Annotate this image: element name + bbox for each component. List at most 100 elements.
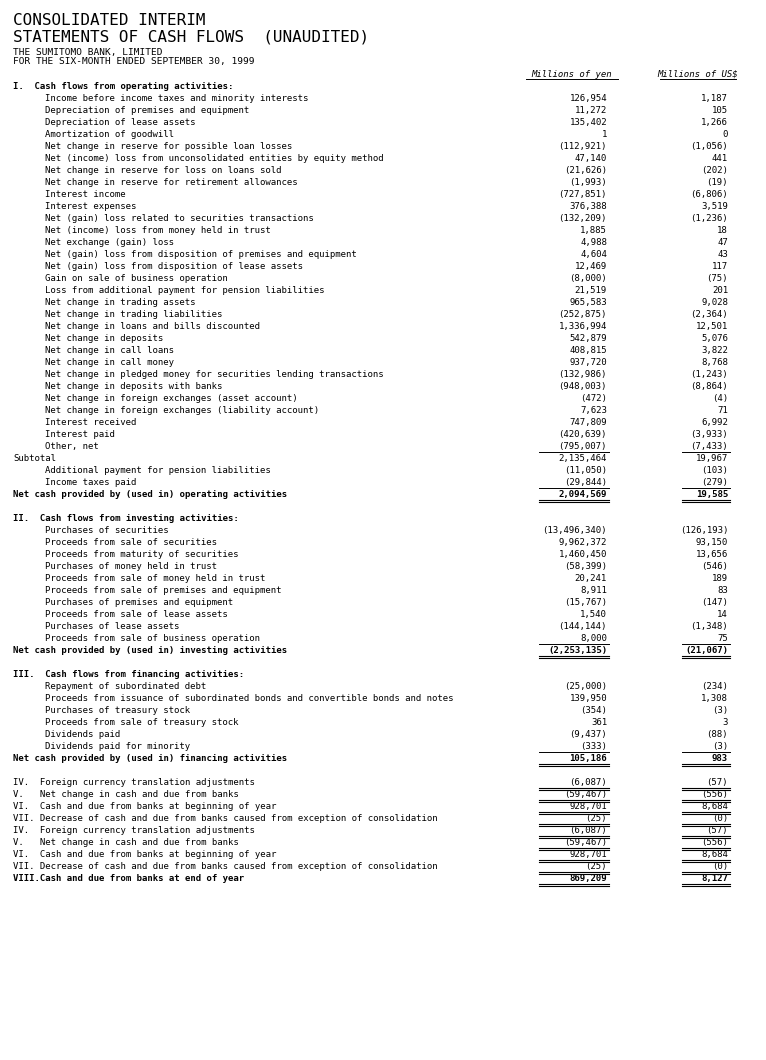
Text: Net change in call money: Net change in call money: [45, 358, 174, 367]
Text: (6,087): (6,087): [569, 778, 607, 787]
Text: 0: 0: [722, 130, 728, 139]
Text: Proceeds from sale of treasury stock: Proceeds from sale of treasury stock: [45, 718, 238, 727]
Text: 1,308: 1,308: [701, 694, 728, 703]
Text: (25): (25): [585, 862, 607, 871]
Text: (147): (147): [701, 598, 728, 607]
Text: (6,806): (6,806): [690, 190, 728, 199]
Text: (2,253,135): (2,253,135): [548, 646, 607, 655]
Text: (112,921): (112,921): [558, 142, 607, 151]
Text: (57): (57): [706, 778, 728, 787]
Text: 8,768: 8,768: [701, 358, 728, 367]
Text: Millions of yen: Millions of yen: [532, 70, 612, 80]
Text: (132,209): (132,209): [558, 214, 607, 223]
Text: Other, net: Other, net: [45, 442, 99, 450]
Text: (59,467): (59,467): [564, 838, 607, 847]
Text: VII. Decrease of cash and due from banks caused from exception of consolidation: VII. Decrease of cash and due from banks…: [13, 814, 437, 823]
Text: (75): (75): [706, 273, 728, 283]
Text: 9,962,372: 9,962,372: [558, 538, 607, 547]
Text: 105: 105: [712, 106, 728, 114]
Text: Subtotal: Subtotal: [13, 454, 56, 463]
Text: IV.  Foreign currency translation adjustments: IV. Foreign currency translation adjustm…: [13, 826, 255, 835]
Text: (556): (556): [701, 790, 728, 799]
Text: Net (gain) loss from disposition of lease assets: Net (gain) loss from disposition of leas…: [45, 262, 303, 271]
Text: 126,954: 126,954: [569, 94, 607, 103]
Text: (556): (556): [701, 838, 728, 847]
Text: (3): (3): [712, 706, 728, 716]
Text: 928,701: 928,701: [569, 850, 607, 859]
Text: (354): (354): [580, 706, 607, 716]
Text: 19,967: 19,967: [696, 454, 728, 463]
Text: II.  Cash flows from investing activities:: II. Cash flows from investing activities…: [13, 514, 239, 523]
Text: Net exchange (gain) loss: Net exchange (gain) loss: [45, 238, 174, 247]
Text: Net change in deposits with banks: Net change in deposits with banks: [45, 382, 222, 391]
Text: 8,000: 8,000: [580, 634, 607, 643]
Text: (420,639): (420,639): [558, 430, 607, 439]
Text: (144,144): (144,144): [558, 622, 607, 631]
Text: 6,992: 6,992: [701, 418, 728, 427]
Text: Proceeds from issuance of subordinated bonds and convertible bonds and notes: Proceeds from issuance of subordinated b…: [45, 694, 453, 703]
Text: Millions of US$: Millions of US$: [658, 70, 738, 80]
Text: 83: 83: [717, 586, 728, 595]
Text: IV.  Foreign currency translation adjustments: IV. Foreign currency translation adjustm…: [13, 778, 255, 787]
Text: 542,879: 542,879: [569, 334, 607, 343]
Text: (0): (0): [712, 814, 728, 823]
Text: (13,496,340): (13,496,340): [542, 526, 607, 535]
Text: 1,266: 1,266: [701, 118, 728, 127]
Text: Proceeds from sale of securities: Proceeds from sale of securities: [45, 538, 217, 547]
Text: Interest received: Interest received: [45, 418, 136, 427]
Text: Net (gain) loss from disposition of premises and equipment: Net (gain) loss from disposition of prem…: [45, 250, 357, 259]
Text: 965,583: 965,583: [569, 298, 607, 307]
Text: VI.  Cash and due from banks at beginning of year: VI. Cash and due from banks at beginning…: [13, 850, 277, 859]
Text: Income taxes paid: Income taxes paid: [45, 478, 136, 487]
Text: 14: 14: [717, 610, 728, 619]
Text: Net (gain) loss related to securities transactions: Net (gain) loss related to securities tr…: [45, 214, 314, 223]
Text: 135,402: 135,402: [569, 118, 607, 127]
Text: 8,127: 8,127: [701, 874, 728, 883]
Text: 3: 3: [722, 718, 728, 727]
Text: (21,067): (21,067): [685, 646, 728, 655]
Text: 747,809: 747,809: [569, 418, 607, 427]
Text: I.  Cash flows from operating activities:: I. Cash flows from operating activities:: [13, 82, 234, 91]
Text: Net cash provided by (used in) financing activities: Net cash provided by (used in) financing…: [13, 754, 287, 763]
Text: 8,684: 8,684: [701, 850, 728, 859]
Text: 361: 361: [591, 718, 607, 727]
Text: 105,186: 105,186: [569, 754, 607, 763]
Text: 139,950: 139,950: [569, 694, 607, 703]
Text: 75: 75: [717, 634, 728, 643]
Text: Net (income) loss from unconsolidated entities by equity method: Net (income) loss from unconsolidated en…: [45, 154, 384, 163]
Text: 2,135,464: 2,135,464: [558, 454, 607, 463]
Text: 1,460,450: 1,460,450: [558, 550, 607, 559]
Text: 928,701: 928,701: [569, 802, 607, 811]
Text: Purchases of securities: Purchases of securities: [45, 526, 169, 535]
Text: (29,844): (29,844): [564, 478, 607, 487]
Text: (4): (4): [712, 394, 728, 403]
Text: (57): (57): [706, 826, 728, 835]
Text: (202): (202): [701, 166, 728, 175]
Text: 9,028: 9,028: [701, 298, 728, 307]
Text: (0): (0): [712, 862, 728, 871]
Text: 3,519: 3,519: [701, 202, 728, 211]
Text: FOR THE SIX-MONTH ENDED SEPTEMBER 30, 1999: FOR THE SIX-MONTH ENDED SEPTEMBER 30, 19…: [13, 57, 254, 66]
Text: Repayment of subordinated debt: Repayment of subordinated debt: [45, 682, 206, 691]
Text: (11,050): (11,050): [564, 466, 607, 475]
Text: (7,433): (7,433): [690, 442, 728, 450]
Text: Proceeds from sale of lease assets: Proceeds from sale of lease assets: [45, 610, 228, 619]
Text: Amortization of goodwill: Amortization of goodwill: [45, 130, 174, 139]
Text: Net change in reserve for possible loan losses: Net change in reserve for possible loan …: [45, 142, 293, 151]
Text: 1,187: 1,187: [701, 94, 728, 103]
Text: Net change in trading liabilities: Net change in trading liabilities: [45, 310, 222, 319]
Text: Interest income: Interest income: [45, 190, 126, 199]
Text: 869,209: 869,209: [569, 874, 607, 883]
Text: Depreciation of lease assets: Depreciation of lease assets: [45, 118, 195, 127]
Text: 12,469: 12,469: [574, 262, 607, 271]
Text: Proceeds from maturity of securities: Proceeds from maturity of securities: [45, 550, 238, 559]
Text: 47: 47: [717, 238, 728, 247]
Text: Proceeds from sale of money held in trust: Proceeds from sale of money held in trus…: [45, 575, 265, 583]
Text: 1: 1: [601, 130, 607, 139]
Text: (103): (103): [701, 466, 728, 475]
Text: 1,336,994: 1,336,994: [558, 322, 607, 331]
Text: Loss from additional payment for pension liabilities: Loss from additional payment for pension…: [45, 286, 325, 295]
Text: Gain on sale of business operation: Gain on sale of business operation: [45, 273, 228, 283]
Text: (3,933): (3,933): [690, 430, 728, 439]
Text: VII. Decrease of cash and due from banks caused from exception of consolidation: VII. Decrease of cash and due from banks…: [13, 862, 437, 871]
